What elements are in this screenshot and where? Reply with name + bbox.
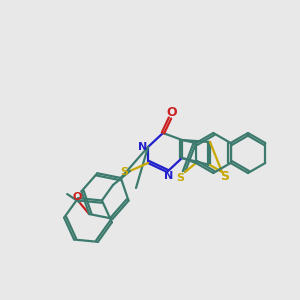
Text: O: O: [73, 192, 82, 202]
Text: N: N: [138, 142, 148, 152]
Text: S: S: [120, 167, 128, 177]
Text: N: N: [164, 171, 174, 181]
Text: O: O: [167, 106, 177, 118]
Text: S: S: [220, 170, 230, 184]
Text: S: S: [176, 173, 184, 183]
